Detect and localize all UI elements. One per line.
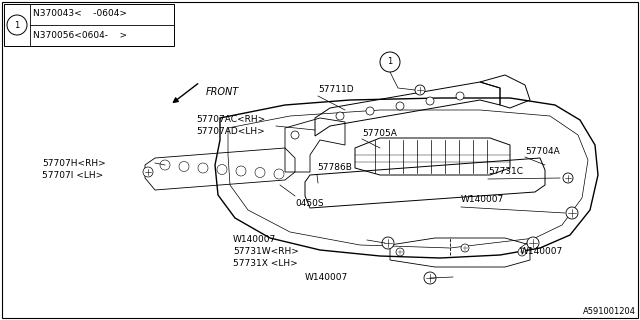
Circle shape bbox=[424, 272, 436, 284]
Bar bbox=[4, 4, 174, 46]
Circle shape bbox=[143, 167, 153, 177]
Circle shape bbox=[7, 15, 27, 35]
Circle shape bbox=[160, 160, 170, 170]
Circle shape bbox=[456, 92, 464, 100]
Text: W140007: W140007 bbox=[520, 247, 563, 257]
Circle shape bbox=[461, 244, 469, 252]
Text: 1: 1 bbox=[14, 20, 20, 29]
Text: 57711D: 57711D bbox=[318, 85, 354, 94]
Text: 0450S: 0450S bbox=[295, 199, 324, 209]
Text: 57731X <LH>: 57731X <LH> bbox=[233, 260, 298, 268]
Circle shape bbox=[336, 112, 344, 120]
Text: 57707AD<LH>: 57707AD<LH> bbox=[196, 126, 265, 135]
Text: A591001204: A591001204 bbox=[583, 307, 636, 316]
Text: W140007: W140007 bbox=[305, 273, 348, 282]
Circle shape bbox=[396, 248, 404, 256]
Circle shape bbox=[518, 248, 526, 256]
Text: 1: 1 bbox=[387, 58, 392, 67]
Text: 57731W<RH>: 57731W<RH> bbox=[233, 247, 299, 257]
Circle shape bbox=[291, 131, 299, 139]
Text: FRONT: FRONT bbox=[206, 87, 239, 97]
Text: 57707H<RH>: 57707H<RH> bbox=[42, 158, 106, 167]
Circle shape bbox=[415, 85, 425, 95]
Circle shape bbox=[566, 207, 578, 219]
Text: 57731C: 57731C bbox=[488, 167, 523, 177]
Circle shape bbox=[217, 164, 227, 174]
Text: 57786B: 57786B bbox=[317, 164, 352, 172]
Circle shape bbox=[563, 173, 573, 183]
Text: W140007: W140007 bbox=[461, 196, 504, 204]
Circle shape bbox=[426, 97, 434, 105]
Circle shape bbox=[179, 162, 189, 172]
Text: 57704A: 57704A bbox=[525, 147, 560, 156]
Circle shape bbox=[236, 166, 246, 176]
Circle shape bbox=[380, 52, 400, 72]
Circle shape bbox=[527, 237, 539, 249]
Circle shape bbox=[198, 163, 208, 173]
Circle shape bbox=[382, 237, 394, 249]
Circle shape bbox=[366, 107, 374, 115]
Text: 57707I <LH>: 57707I <LH> bbox=[42, 171, 103, 180]
Circle shape bbox=[274, 169, 284, 179]
Text: N370043<    -0604>: N370043< -0604> bbox=[33, 10, 127, 19]
Text: W140007: W140007 bbox=[233, 236, 276, 244]
Text: N370056<0604-    >: N370056<0604- > bbox=[33, 31, 127, 41]
Text: 57705A: 57705A bbox=[362, 129, 397, 138]
Circle shape bbox=[396, 102, 404, 110]
Circle shape bbox=[255, 167, 265, 178]
Text: 57707AC<RH>: 57707AC<RH> bbox=[196, 115, 265, 124]
